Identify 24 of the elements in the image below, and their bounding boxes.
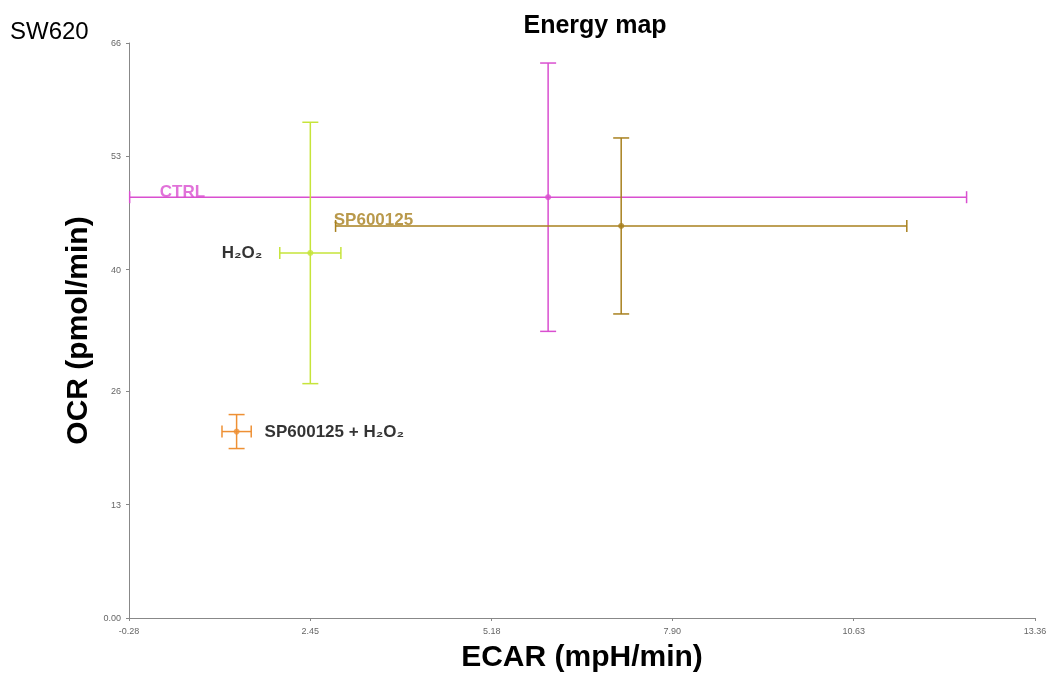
y-tick-label: 66 (110, 38, 121, 48)
y-tick-label: 0.00 (103, 613, 121, 623)
x-axis-title: ECAR (mpH/min) (461, 638, 703, 672)
series-label: SP600125 + H₂O₂ (264, 422, 404, 442)
x-tick-label: 10.63 (842, 625, 865, 636)
point (618, 222, 625, 229)
point (233, 428, 240, 435)
text: CTRL (159, 181, 206, 201)
y-tick-label: 26 (110, 386, 121, 397)
x-tick-label: 7.90 (663, 625, 682, 636)
y-tick-label: 53 (110, 151, 121, 162)
x-tick-label: -0.28 (118, 625, 140, 636)
chart-title: Energy map (523, 9, 667, 38)
x-tick-label: 2.45 (301, 625, 320, 636)
point (545, 194, 552, 201)
text: SW620 (10, 16, 89, 44)
x-tick-label: 13.36 (1023, 625, 1047, 636)
y-axis-title: OCR (pmol/min) (59, 216, 93, 445)
y-tick-label: 13 (110, 499, 121, 510)
text: H₂O₂ (221, 243, 263, 263)
x-tick-label: 5.18 (482, 625, 501, 636)
text: SP600125 (333, 210, 414, 230)
y-tick-label: 40 (110, 264, 121, 275)
point (307, 249, 314, 256)
